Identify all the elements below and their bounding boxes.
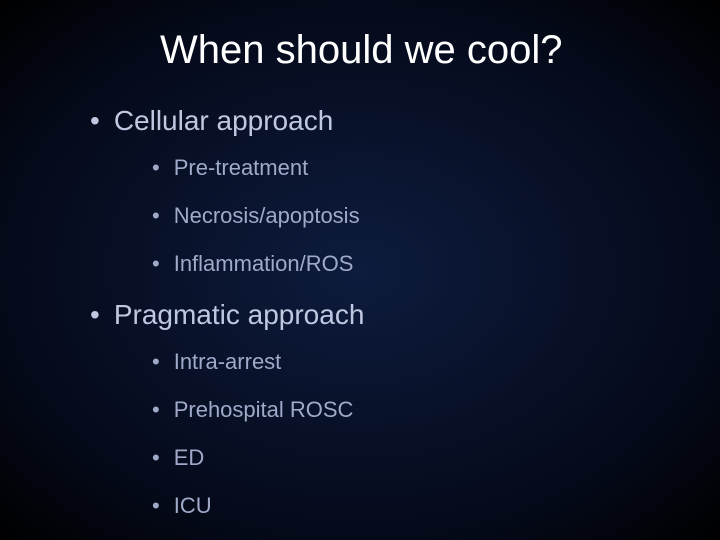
bullet-level2: • Pre-treatment (90, 155, 720, 181)
bullet-level2: • Inflammation/ROS (90, 251, 720, 277)
bullet-glyph: • (152, 447, 160, 469)
level2-text: ED (174, 445, 205, 471)
bullet-glyph: • (152, 495, 160, 517)
bullet-level2: • Necrosis/apoptosis (90, 203, 720, 229)
bullet-glyph: • (152, 399, 160, 421)
level2-text: Intra-arrest (174, 349, 282, 375)
level2-text: Inflammation/ROS (174, 251, 354, 277)
slide-content: • Cellular approach • Pre-treatment • Ne… (0, 73, 720, 519)
bullet-level1: • Pragmatic approach (90, 299, 720, 331)
bullet-level2: • Prehospital ROSC (90, 397, 720, 423)
level1-text: Pragmatic approach (114, 299, 365, 331)
bullet-level2: • Intra-arrest (90, 349, 720, 375)
level2-text: Prehospital ROSC (174, 397, 354, 423)
bullet-level2: • ED (90, 445, 720, 471)
bullet-level2: • ICU (90, 493, 720, 519)
bullet-level1: • Cellular approach (90, 105, 720, 137)
level2-text: ICU (174, 493, 212, 519)
level2-text: Necrosis/apoptosis (174, 203, 360, 229)
bullet-glyph: • (152, 157, 160, 179)
bullet-glyph: • (90, 107, 100, 135)
bullet-glyph: • (152, 351, 160, 373)
bullet-glyph: • (90, 301, 100, 329)
level1-text: Cellular approach (114, 105, 333, 137)
bullet-glyph: • (152, 253, 160, 275)
level2-text: Pre-treatment (174, 155, 309, 181)
bullet-glyph: • (152, 205, 160, 227)
slide-title: When should we cool? (0, 0, 720, 73)
slide: When should we cool? • Cellular approach… (0, 0, 720, 540)
